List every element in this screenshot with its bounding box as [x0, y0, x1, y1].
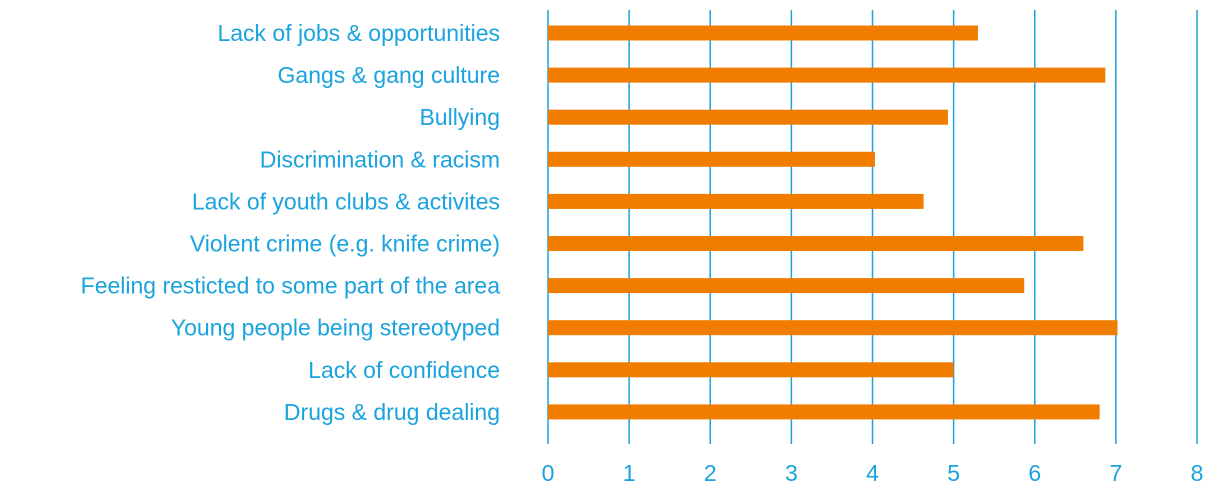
bar	[548, 236, 1084, 251]
category-labels: Lack of jobs & opportunities Gangs & gang…	[81, 20, 501, 425]
bar	[548, 320, 1118, 336]
bar	[548, 193, 924, 209]
category-label: Lack of youth clubs & activites	[192, 188, 500, 214]
x-tick-label: 8	[1191, 460, 1204, 486]
bar	[548, 67, 1106, 83]
bars	[548, 25, 1118, 420]
bar	[548, 404, 1100, 420]
category-label: Lack of jobs & opportunities	[217, 20, 500, 46]
x-tick-label: 4	[866, 460, 879, 486]
category-label: Drugs & drug dealing	[284, 399, 500, 425]
category-label: Violent crime (e.g. knife crime)	[190, 231, 500, 257]
category-label: Gangs & gang culture	[278, 62, 500, 88]
bar	[548, 278, 1025, 294]
bar	[548, 362, 954, 378]
x-tick-label: 0	[542, 460, 555, 486]
x-tick-label: 5	[947, 460, 960, 486]
category-label: Bullying	[419, 104, 500, 130]
category-label: Discrimination & racism	[260, 146, 500, 172]
category-label: Feeling resticted to some part of the ar…	[81, 273, 501, 299]
x-tick-label: 2	[704, 460, 717, 486]
bar	[548, 25, 978, 41]
x-tick-label: 6	[1028, 460, 1041, 486]
category-label: Lack of confidence	[308, 357, 500, 383]
x-tick-labels: 0 1 2 3 4 5 6 7 8	[542, 460, 1204, 486]
x-tick-label: 3	[785, 460, 798, 486]
bar	[548, 151, 875, 167]
x-tick-label: 7	[1109, 460, 1122, 486]
bar	[548, 109, 948, 125]
category-label: Young people being stereotyped	[171, 315, 500, 341]
x-tick-label: 1	[623, 460, 636, 486]
